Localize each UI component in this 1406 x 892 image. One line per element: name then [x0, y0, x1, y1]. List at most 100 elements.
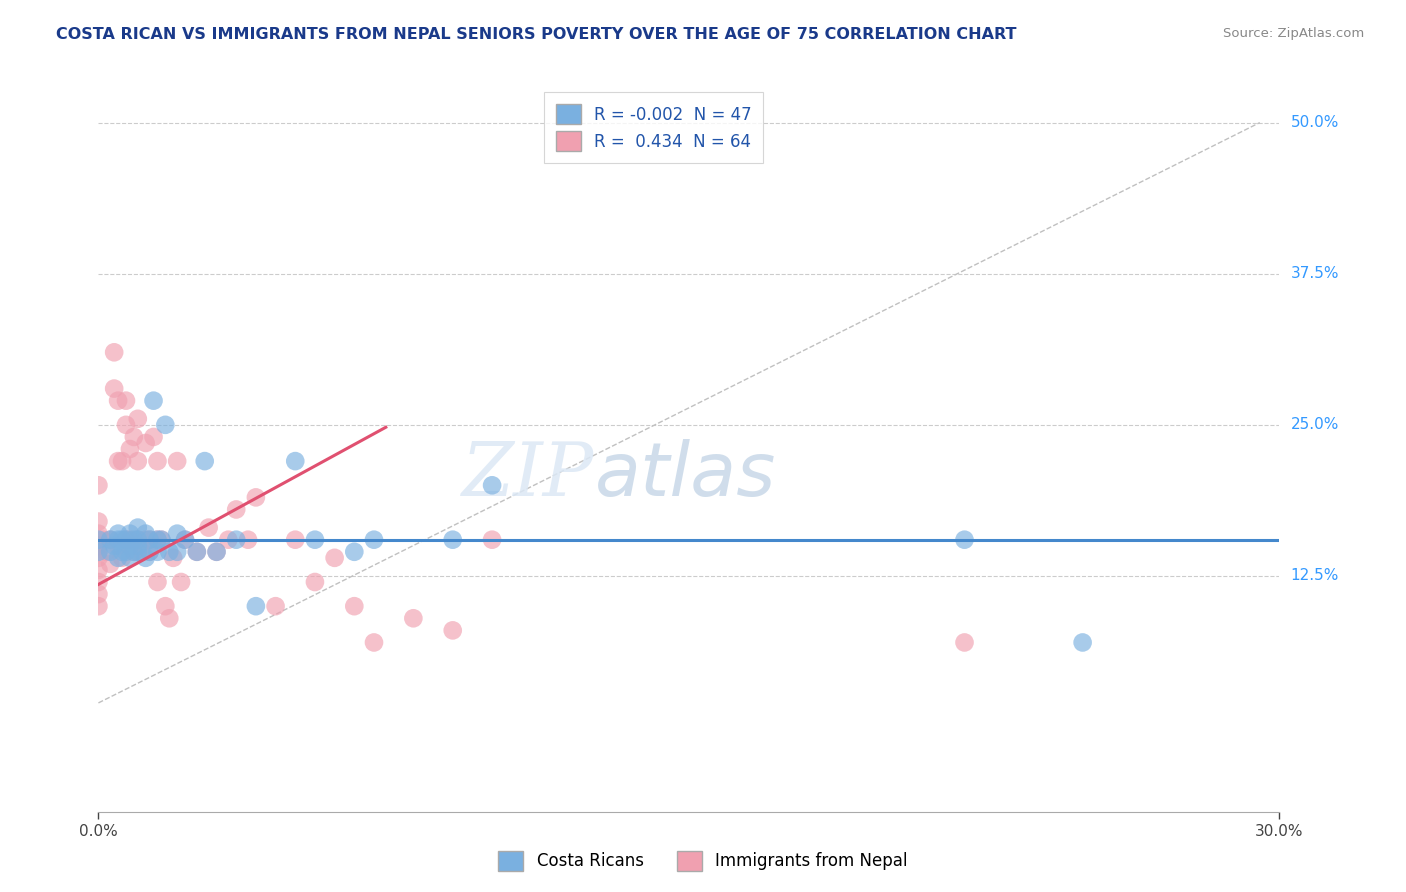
Point	[197, 520, 219, 534]
Point	[107, 454, 129, 468]
Point	[155, 599, 177, 614]
Point	[481, 533, 503, 547]
Point	[103, 345, 125, 359]
Point	[98, 557, 121, 571]
Point	[87, 478, 110, 492]
Point	[205, 545, 228, 559]
Point	[122, 430, 145, 444]
Point	[138, 545, 160, 559]
Point	[166, 454, 188, 468]
Point	[115, 545, 138, 559]
Point	[98, 533, 121, 547]
Point	[1071, 635, 1094, 649]
Point	[264, 599, 287, 614]
Point	[127, 533, 149, 547]
Point	[107, 533, 129, 547]
Point	[481, 478, 503, 492]
Point	[953, 635, 976, 649]
Text: 37.5%: 37.5%	[1291, 266, 1339, 281]
Point	[146, 574, 169, 589]
Point	[441, 533, 464, 547]
Point	[103, 539, 125, 553]
Point	[146, 533, 169, 547]
Point	[118, 526, 141, 541]
Point	[245, 599, 267, 614]
Point	[162, 550, 184, 565]
Point	[135, 526, 157, 541]
Point	[363, 635, 385, 649]
Point	[194, 454, 217, 468]
Point	[245, 491, 267, 505]
Point	[98, 533, 121, 547]
Point	[118, 539, 141, 553]
Point	[91, 533, 114, 547]
Point	[217, 533, 239, 547]
Point	[157, 545, 180, 559]
Point	[107, 550, 129, 565]
Point	[127, 520, 149, 534]
Point	[127, 412, 149, 426]
Point	[87, 574, 110, 589]
Point	[142, 430, 165, 444]
Point	[146, 545, 169, 559]
Point	[236, 533, 259, 547]
Point	[87, 533, 110, 547]
Point	[363, 533, 385, 547]
Point	[127, 533, 149, 547]
Point	[155, 417, 177, 432]
Point	[87, 587, 110, 601]
Point	[135, 533, 157, 547]
Point	[87, 563, 110, 577]
Text: ZIP: ZIP	[463, 439, 595, 511]
Point	[118, 442, 141, 456]
Point	[402, 611, 425, 625]
Point	[205, 545, 228, 559]
Point	[225, 502, 247, 516]
Point	[135, 550, 157, 565]
Point	[146, 533, 169, 547]
Point	[174, 533, 197, 547]
Text: 50.0%: 50.0%	[1291, 115, 1339, 130]
Point	[138, 533, 160, 547]
Point	[111, 550, 134, 565]
Point	[323, 550, 346, 565]
Point	[170, 574, 193, 589]
Point	[87, 539, 110, 553]
Point	[166, 526, 188, 541]
Point	[115, 533, 138, 547]
Point	[127, 539, 149, 553]
Text: 25.0%: 25.0%	[1291, 417, 1339, 433]
Point	[87, 526, 110, 541]
Point	[107, 526, 129, 541]
Point	[127, 545, 149, 559]
Point	[122, 545, 145, 559]
Point	[174, 533, 197, 547]
Point	[87, 515, 110, 529]
Point	[96, 545, 118, 559]
Point	[284, 533, 307, 547]
Point	[115, 417, 138, 432]
Point	[138, 533, 160, 547]
Point	[343, 599, 366, 614]
Point	[107, 393, 129, 408]
Point	[304, 533, 326, 547]
Point	[135, 436, 157, 450]
Point	[118, 533, 141, 547]
Point	[107, 539, 129, 553]
Point	[122, 545, 145, 559]
Point	[284, 454, 307, 468]
Point	[111, 454, 134, 468]
Point	[166, 545, 188, 559]
Point	[142, 393, 165, 408]
Legend: R = -0.002  N = 47, R =  0.434  N = 64: R = -0.002 N = 47, R = 0.434 N = 64	[544, 92, 763, 163]
Point	[111, 533, 134, 547]
Point	[118, 550, 141, 565]
Point	[87, 550, 110, 565]
Point	[111, 545, 134, 559]
Text: Source: ZipAtlas.com: Source: ZipAtlas.com	[1223, 27, 1364, 40]
Point	[150, 533, 173, 547]
Point	[186, 545, 208, 559]
Point	[157, 611, 180, 625]
Legend: Costa Ricans, Immigrants from Nepal: Costa Ricans, Immigrants from Nepal	[489, 842, 917, 880]
Point	[953, 533, 976, 547]
